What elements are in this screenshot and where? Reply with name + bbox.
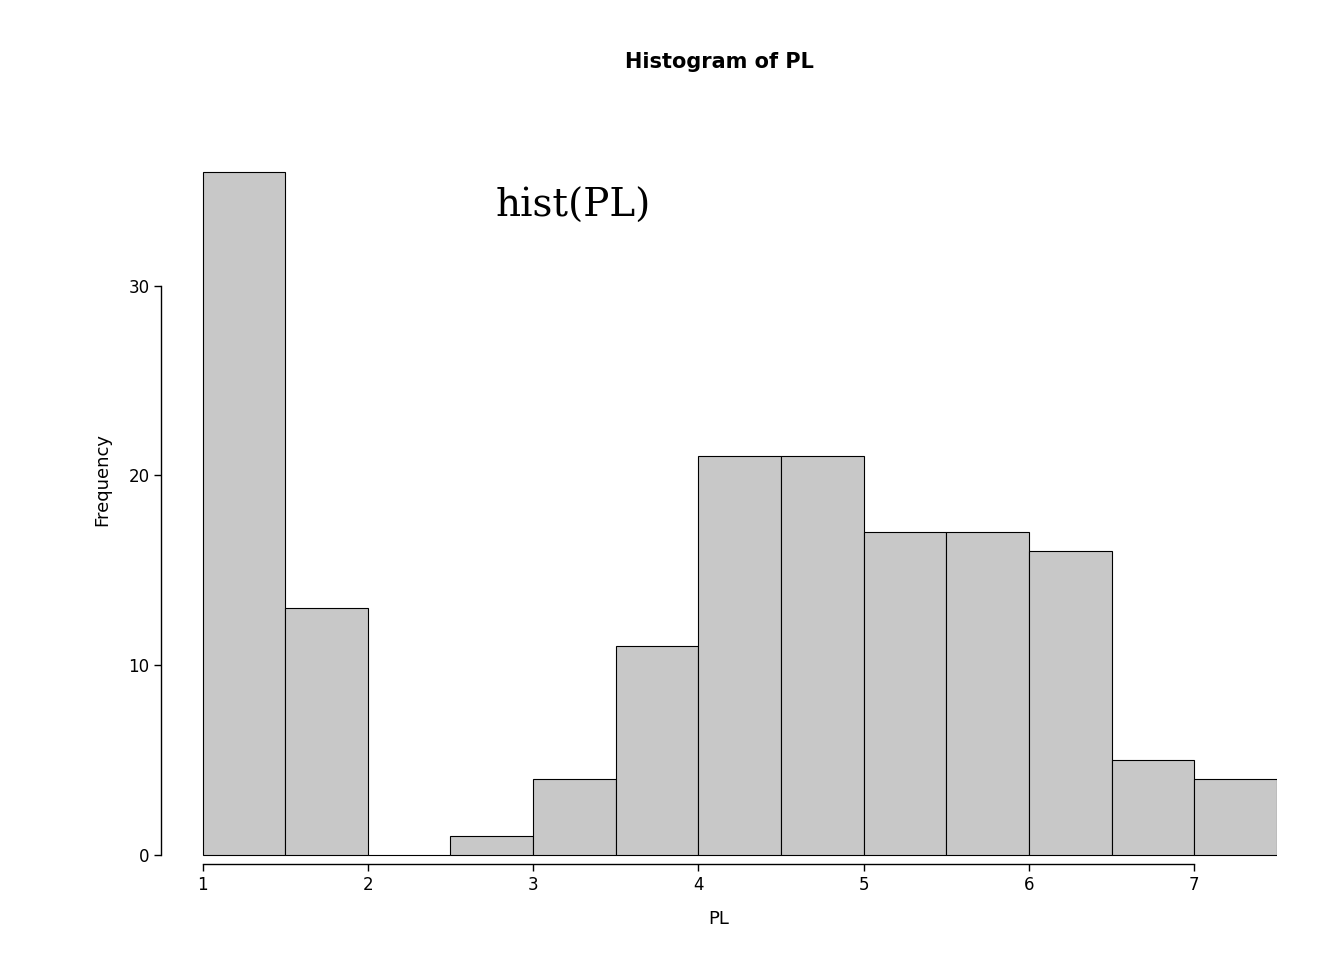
Bar [699, 456, 781, 854]
Bar [864, 532, 946, 854]
Bar [1111, 759, 1195, 854]
Bar [1030, 551, 1111, 854]
Bar [1195, 779, 1277, 854]
Bar [285, 608, 368, 854]
Y-axis label: Frequency: Frequency [94, 434, 112, 526]
X-axis label: PL: PL [708, 910, 730, 928]
Bar [781, 456, 864, 854]
Title: Histogram of PL: Histogram of PL [625, 52, 813, 72]
Bar [450, 835, 534, 854]
Bar [946, 532, 1030, 854]
Text: hist(PL): hist(PL) [496, 188, 652, 226]
Bar [203, 172, 285, 854]
Bar [616, 646, 699, 854]
Bar [534, 779, 616, 854]
